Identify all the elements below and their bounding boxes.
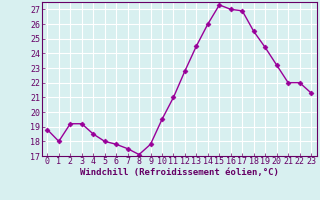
X-axis label: Windchill (Refroidissement éolien,°C): Windchill (Refroidissement éolien,°C) — [80, 168, 279, 177]
